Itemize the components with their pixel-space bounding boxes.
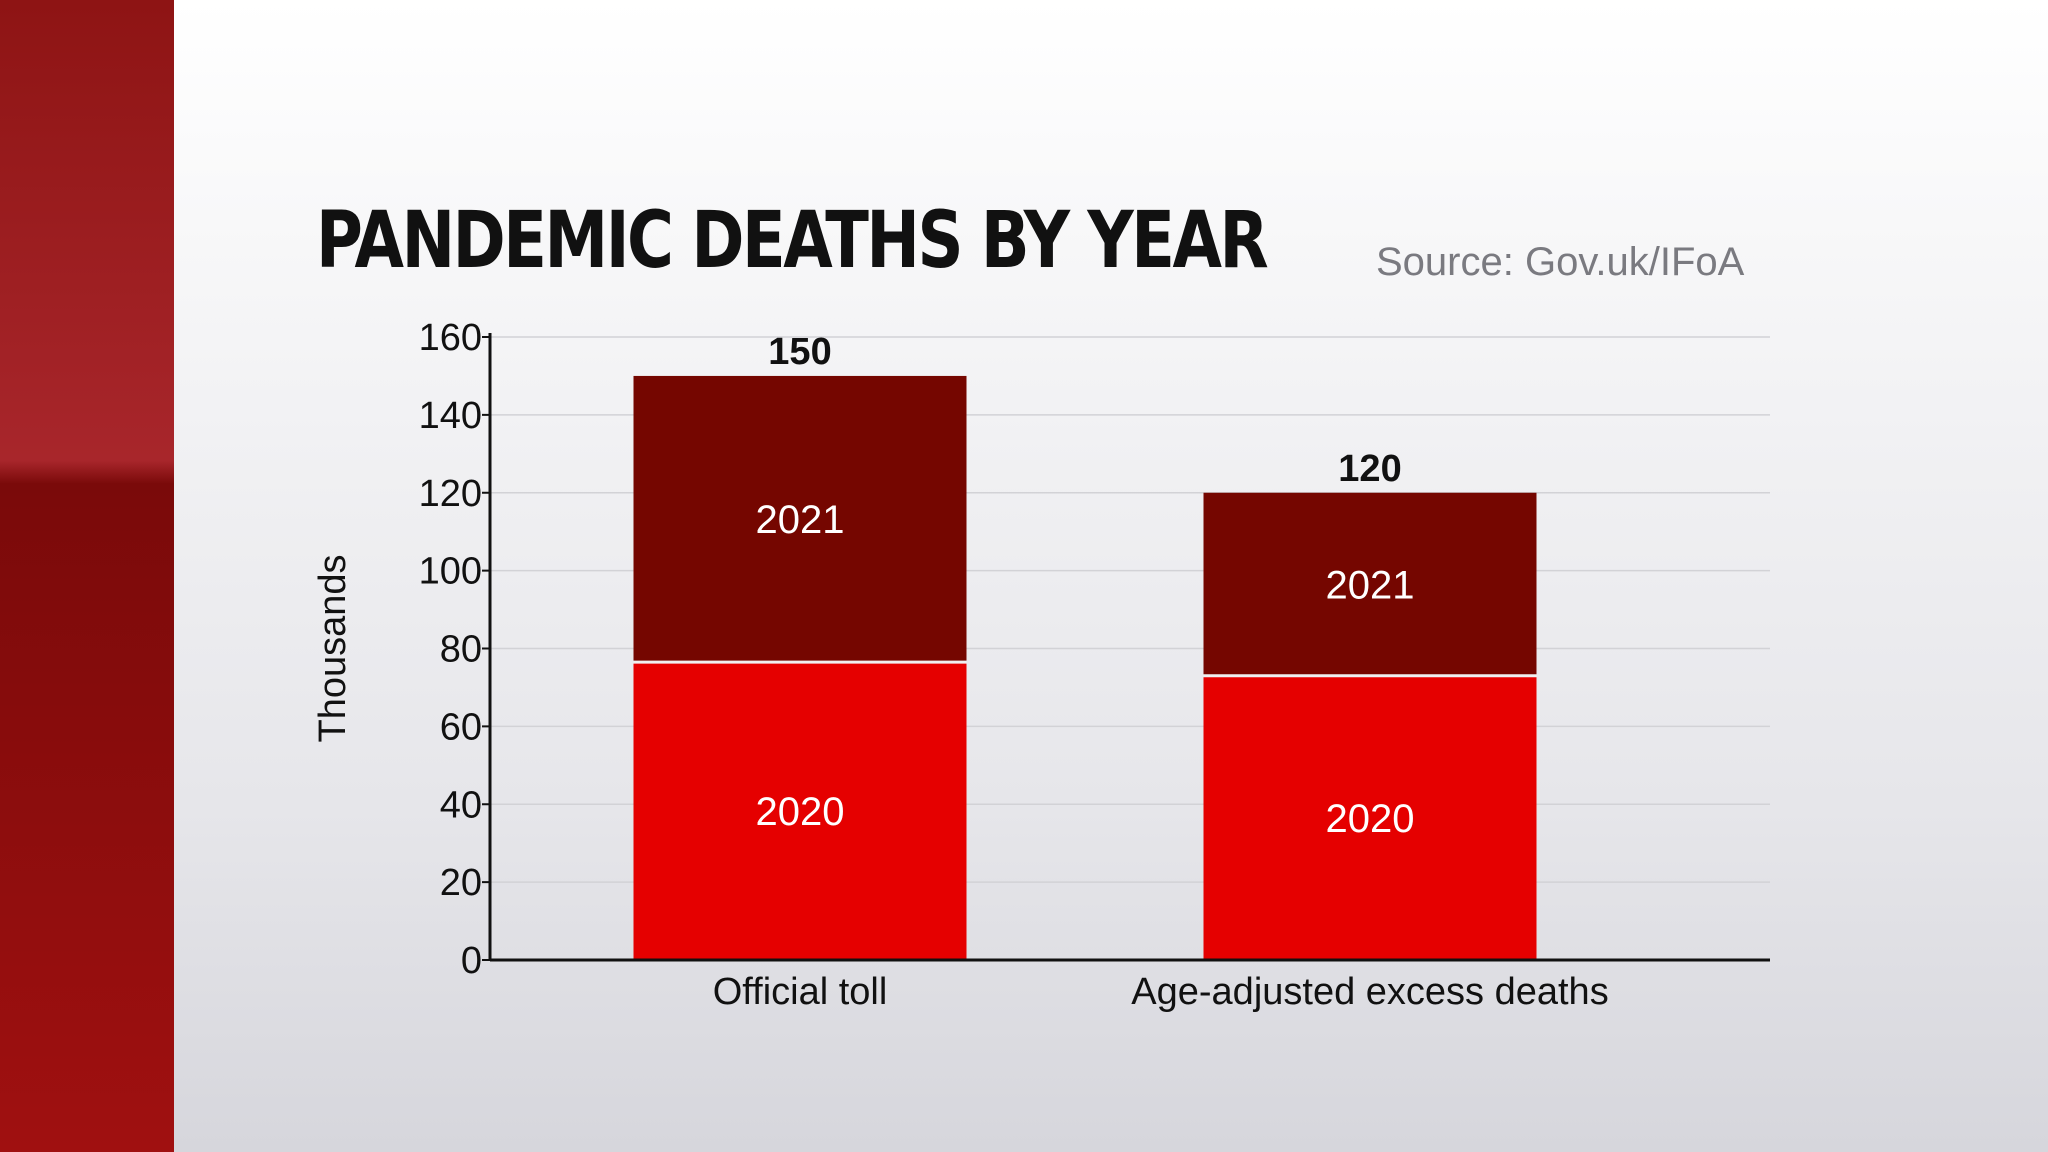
- y-tick-label: 40: [440, 784, 482, 826]
- segment-label: 2021: [1326, 563, 1415, 607]
- y-tick-label: 80: [440, 629, 482, 671]
- y-tick-label: 140: [419, 395, 482, 437]
- bar-total-label: 120: [1338, 448, 1401, 490]
- y-tick-label: 100: [419, 551, 482, 593]
- red-side-panel: [0, 0, 174, 1152]
- y-tick-label: 20: [440, 862, 482, 904]
- segment-label: 2020: [756, 790, 845, 834]
- y-tick-label: 120: [419, 473, 482, 515]
- y-tick-label: 60: [440, 706, 482, 748]
- bar-segment-2021: [1203, 492, 1537, 676]
- bar-segment-2021: [633, 375, 967, 663]
- chart-title: PANDEMIC DEATHS BY YEAR: [316, 196, 1269, 286]
- x-category-label: Age-adjusted excess deaths: [1131, 971, 1608, 1013]
- bar-segment-2020: [1203, 675, 1537, 960]
- segment-label: 2020: [1326, 797, 1415, 841]
- y-axis-label: Thousands: [312, 554, 354, 742]
- x-category-label: Official toll: [713, 971, 888, 1013]
- y-tick-label: 0: [461, 940, 482, 982]
- y-tick-label: 160: [419, 317, 482, 359]
- segment-label: 2021: [756, 498, 845, 542]
- bar-segment-2020: [633, 662, 967, 960]
- bar-total-label: 150: [768, 331, 831, 373]
- source-note: Source: Gov.uk/IFoA: [1376, 240, 1745, 284]
